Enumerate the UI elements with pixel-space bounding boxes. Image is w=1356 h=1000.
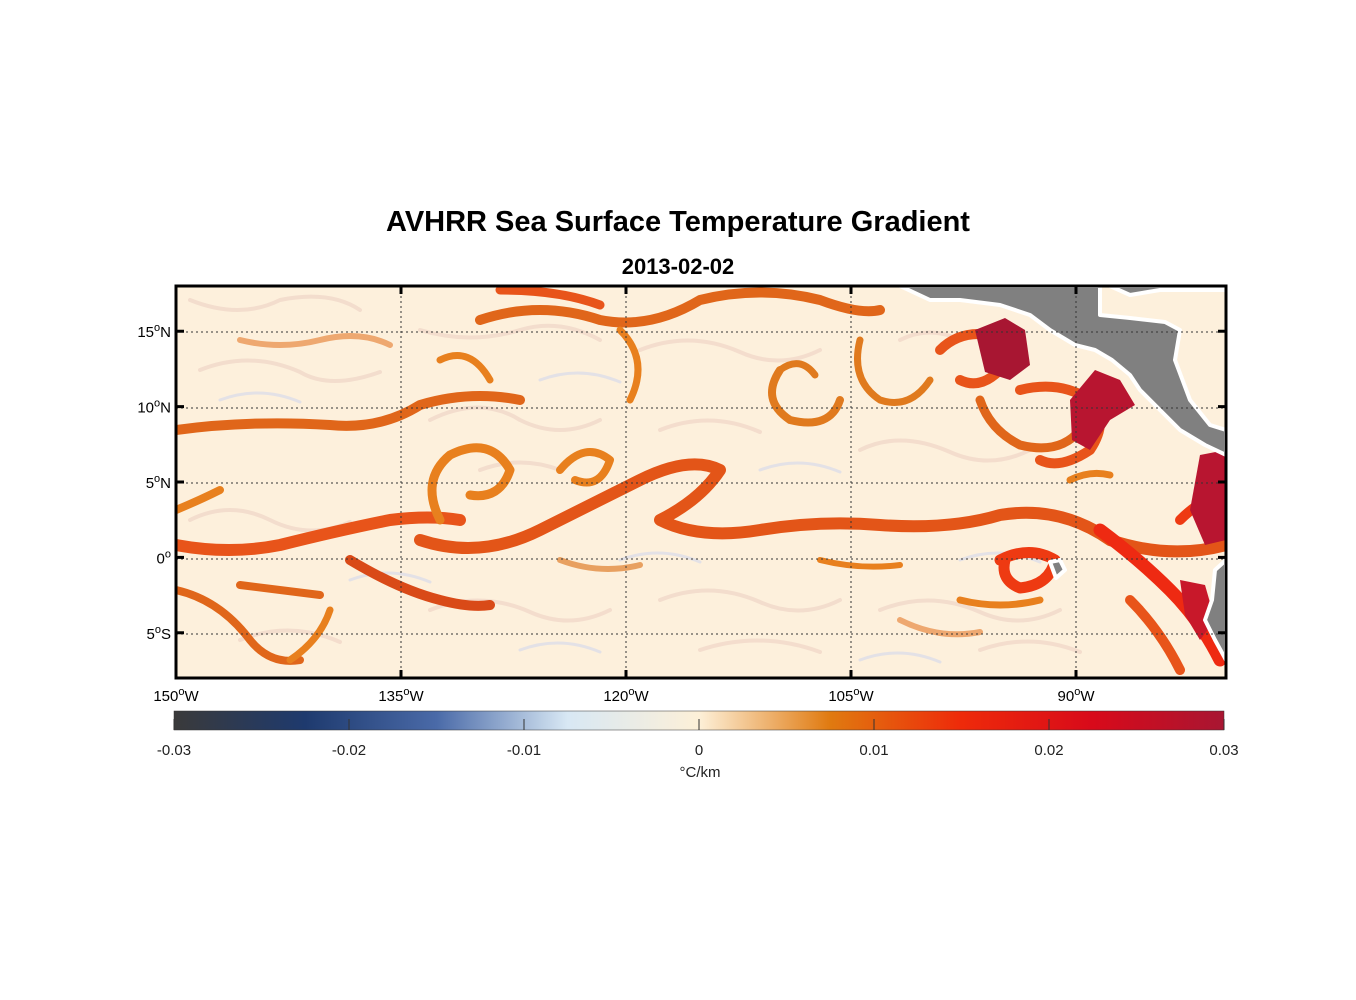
lat-tick-label: 5oS bbox=[147, 624, 171, 643]
colorbar-tick-label: -0.01 bbox=[507, 742, 541, 759]
gradient-field bbox=[176, 286, 1226, 678]
land bbox=[898, 286, 1226, 662]
weak-gradient-texture bbox=[188, 294, 1082, 654]
latitude-ticks: 15oN 10oN 5oN 0o 5oS bbox=[137, 322, 1226, 643]
colorbar-tick-label: -0.03 bbox=[157, 742, 191, 759]
lon-tick-label: 135oW bbox=[378, 686, 424, 705]
lon-tick-label: 120oW bbox=[603, 686, 649, 705]
lat-tick-label: 5oN bbox=[146, 473, 171, 492]
lat-tick-label: 10oN bbox=[137, 398, 171, 417]
colorbar-tick-label: -0.02 bbox=[332, 742, 366, 759]
lon-tick-label: 105oW bbox=[828, 686, 874, 705]
longitude-ticks: 150oW 135oW 120oW 105oW 90oW bbox=[153, 286, 1095, 705]
colorbar-ticks: -0.03 -0.02 -0.01 0 0.01 0.02 0.03 bbox=[157, 719, 1239, 759]
colorbar-tick-label: 0.01 bbox=[859, 742, 888, 759]
map-grid bbox=[176, 286, 1226, 678]
map-subtitle: 2013-02-02 bbox=[621, 254, 735, 279]
colorbar-units: °C/km bbox=[679, 764, 721, 781]
high-gradient-patches bbox=[975, 318, 1226, 640]
map-title: AVHRR Sea Surface Temperature Gradient bbox=[386, 206, 970, 238]
lat-tick-label: 15oN bbox=[137, 322, 171, 341]
colorbar-tick-label: 0 bbox=[695, 742, 703, 759]
lat-tick-label: 0o bbox=[157, 548, 171, 567]
lon-tick-label: 150oW bbox=[153, 686, 199, 705]
colorbar-tick-label: 0.03 bbox=[1209, 742, 1238, 759]
lon-tick-label: 90oW bbox=[1058, 686, 1096, 705]
colorbar-tick-label: 0.02 bbox=[1034, 742, 1063, 759]
